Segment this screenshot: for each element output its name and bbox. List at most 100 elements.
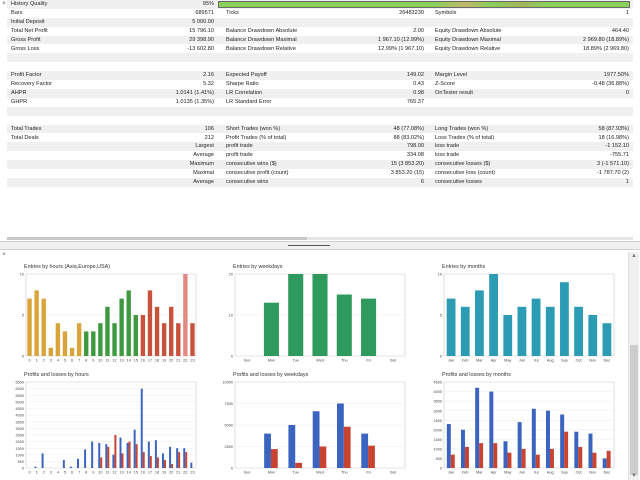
metric-value: 3 (-1 571.10) (596, 161, 629, 168)
metric-label: Short Trades (won %) (226, 125, 281, 132)
metric-value: 1 (625, 179, 629, 185)
vertical-scrollbar-thumb[interactable] (630, 345, 638, 475)
bar (190, 323, 195, 356)
horizontal-scrollbar[interactable] (7, 237, 633, 240)
profit-bar (105, 444, 108, 468)
x-tick-label: Jan (448, 471, 454, 475)
profit-bar (574, 431, 579, 468)
x-tick-label: 5 (64, 359, 66, 363)
y-tick-label: 4500 (16, 407, 24, 411)
x-tick-label: Sat (390, 471, 397, 475)
x-tick-label: 23 (190, 359, 194, 363)
report-row: Total Net Profit 15 796.10 Balance Drawdow… (7, 27, 633, 36)
metric-label: consecutive loss (count) (435, 170, 496, 177)
metric-label: Long Trades (won %) (435, 125, 489, 132)
panel-splitter[interactable] (0, 241, 640, 250)
report-row: Gross Profit 29 398.90 Balance Drawdown Ma… (7, 35, 633, 45)
report-row: Bars 689571 Ticks 26483230 Symbols 1 (7, 9, 633, 18)
metric-label: consecutive losses (435, 179, 482, 185)
bar (169, 306, 174, 356)
plot-area (443, 381, 615, 469)
x-tick-label: 1 (36, 471, 38, 475)
profit-bar (154, 440, 157, 468)
x-tick-label: 15 (134, 471, 138, 475)
x-tick-label: 14 (127, 359, 131, 363)
x-tick-label: 13 (120, 359, 124, 363)
bar (263, 302, 279, 356)
x-tick-label: 17 (148, 471, 152, 475)
profit-bar (133, 429, 136, 468)
metric-label: loss trade (435, 143, 460, 150)
metric-label: LR Correlation (226, 90, 263, 96)
x-tick-label: 4 (57, 471, 59, 475)
bar (361, 298, 377, 356)
profit-bar (503, 441, 508, 468)
loss-bar (178, 452, 181, 468)
x-tick-label: Thu (341, 471, 348, 475)
x-tick-label: Wed (316, 471, 324, 475)
metric-value: 18.89% (2 969.80) (582, 45, 629, 52)
bar (503, 315, 513, 356)
report-row: GHPR 1.0135 (1.35%) LR Standard Error 765.3… (7, 98, 633, 107)
metric-value: 149.02 (406, 72, 424, 79)
loss-bar (100, 457, 103, 468)
x-tick-label: 20 (169, 471, 173, 475)
loss-bar (592, 452, 597, 468)
y-tick-label: 6000 (16, 387, 24, 391)
metric-value: 15 (3 853.20) (390, 161, 424, 168)
x-tick-label: Mar (476, 359, 483, 363)
scroll-up-arrow-icon[interactable]: ▲ (631, 253, 637, 259)
x-tick-label: 9 (92, 359, 94, 363)
profit-bar (361, 433, 369, 468)
metric-value: -755.71 (610, 152, 629, 159)
loss-bar (135, 444, 138, 468)
x-tick-label: Oct (576, 471, 583, 475)
report-row: Initial Deposit 5 000.00 (7, 17, 633, 27)
loss-bar (295, 462, 303, 468)
x-tick-label: Fri (366, 471, 371, 475)
scroll-down-arrow-icon[interactable]: ▼ (631, 473, 637, 479)
metric-label: Balance Drawdown Absolute (226, 27, 298, 34)
y-tick-label: 0 (22, 355, 24, 359)
vertical-scrollbar[interactable]: ▲ ▼ (628, 252, 639, 480)
profit-bar (531, 408, 536, 468)
report-row (7, 53, 633, 63)
x-tick-label: 11 (105, 471, 109, 475)
x-tick-label: 19 (162, 471, 166, 475)
x-tick-label: 2 (43, 471, 45, 475)
report-row: Total Deals 212 Profit Trades (% of total)… (7, 134, 633, 143)
loss-bar (450, 454, 455, 468)
splitter-grip[interactable] (288, 245, 330, 246)
chart-3: Profits and losses by hours 0 500 1000 1500 2… (16, 372, 197, 475)
x-tick-label: Oct (576, 359, 583, 363)
y-tick-label: 1000 (434, 447, 442, 451)
horizontal-scrollbar-thumb[interactable] (7, 237, 307, 240)
metric-value: 88 (83.02%) (393, 134, 424, 141)
history-quality-bar (218, 1, 630, 8)
metric-value: 765.37 (406, 98, 424, 105)
y-tick-label: 7500 (225, 402, 233, 406)
x-tick-label: 8 (85, 359, 87, 363)
y-tick-label: 1500 (16, 447, 24, 451)
bar (98, 323, 103, 356)
metric-value: Average (193, 179, 214, 185)
chart-title: Profits and losses by weekdays (233, 372, 309, 378)
profit-bar (147, 441, 150, 468)
chart-1: Entries by weekdays 0 10 20 Sun Mon Tue Wed Thu F… (229, 264, 406, 363)
metric-value: 3 853.20 (15) (390, 170, 424, 177)
close-report-icon[interactable]: × (2, 1, 6, 7)
loss-bar (368, 445, 375, 468)
profit-bar (77, 458, 79, 468)
loss-bar (142, 452, 145, 468)
history-quality-label: History Quality (11, 1, 48, 7)
close-graphs-icon[interactable]: × (2, 252, 6, 258)
x-tick-label: Thu (341, 359, 348, 363)
chart-title: Entries by hours (Asia,Europe,USA) (24, 264, 110, 270)
x-tick-label: May (504, 471, 511, 475)
x-tick-label: 10 (98, 359, 102, 363)
profit-bar (446, 424, 451, 468)
metric-label: Profit Factor (11, 72, 42, 79)
metric-value: 0.43 (413, 81, 424, 88)
y-tick-label: 1000 (16, 453, 24, 457)
bar (183, 274, 188, 356)
